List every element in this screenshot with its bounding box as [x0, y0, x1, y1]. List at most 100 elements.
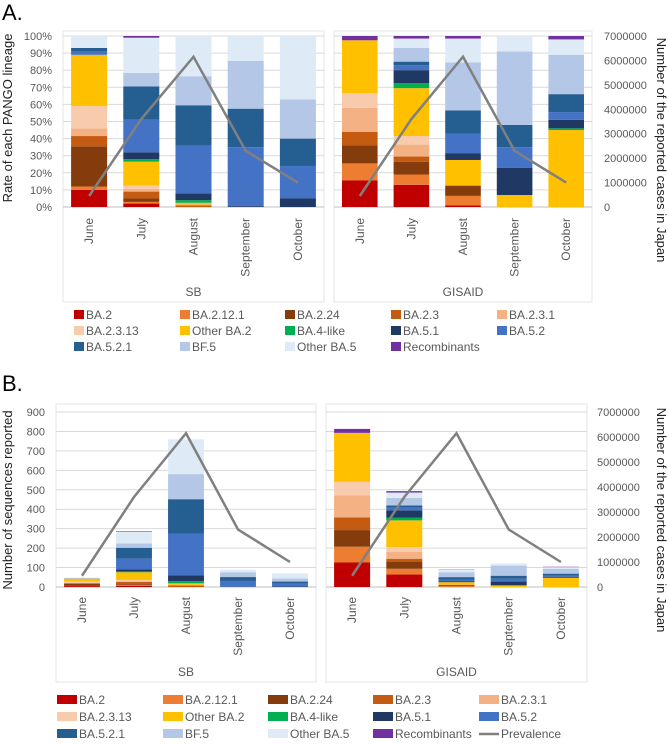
bar-segment-ba-5-2	[548, 112, 585, 120]
bar-segment-ba-5-2-1	[438, 577, 475, 580]
y2-tick-label: 3000000	[604, 129, 647, 141]
group-label: SB	[185, 285, 201, 299]
bar-segment-other-ba-2	[542, 577, 579, 587]
bar-segment-ba-5-2	[393, 65, 430, 71]
bar-segment-other-ba-2	[386, 520, 423, 548]
bar-segment-other-ba-5	[64, 577, 100, 579]
plot-frame	[333, 30, 593, 303]
bar-segment-other-ba-5	[548, 39, 585, 55]
bar-segment-ba-2-3-1	[71, 128, 108, 137]
bar-segment-ba-5-2	[220, 580, 256, 587]
legend-swatch-other-ba-2	[163, 712, 183, 721]
bar-segment-ba-5-1	[386, 510, 423, 518]
bar-segment-ba-2	[341, 180, 378, 207]
legend-swatch-ba-4-like	[268, 712, 288, 721]
legend-label-ba-2-3-1: BA.2.3.1	[501, 693, 547, 707]
legend-label-ba-2-3: BA.2.3	[395, 693, 431, 707]
legend-swatch-ba-2-24	[268, 695, 288, 704]
bar-segment-bf-5	[279, 99, 316, 139]
legend-label-ba-2-24: BA.2.24	[290, 693, 333, 707]
bar-segment-ba-5-2	[116, 558, 152, 570]
bar-segment-other-ba-5	[227, 36, 264, 61]
bar-segment-ba-2-12-1	[438, 585, 475, 587]
bar-segment-ba-4-like	[123, 159, 160, 162]
y2-tick-label: 0	[597, 582, 603, 594]
legend-label-ba-2-3-13: BA.2.3.13	[79, 710, 132, 724]
month-label: October	[291, 218, 305, 261]
bar-segment-ba-5-2	[71, 51, 108, 55]
bar-segment-bf-5	[168, 474, 204, 500]
y2-tick-label: 6000000	[604, 55, 647, 67]
legend-swatch-ba-2-12-1	[163, 695, 183, 704]
legend-swatch-ba-2-3	[373, 695, 393, 704]
y2-tick-label: 5000000	[604, 80, 647, 92]
month-label: October	[554, 597, 568, 640]
bar-segment-recombinants	[445, 36, 481, 39]
bar-segment-ba-2-12-1	[386, 568, 423, 575]
month-label: July	[127, 597, 141, 618]
y-tick-label: 30%	[30, 151, 52, 163]
y2-tick-label: 4000000	[597, 482, 640, 494]
bar-segment-ba-5-2	[445, 133, 481, 154]
bar-segment-ba-5-2-1	[220, 577, 256, 581]
plot-frame	[325, 403, 588, 683]
y-tick-label: 400	[27, 504, 45, 516]
bar-segment-other-ba-2	[123, 161, 160, 186]
y-tick-label: 50%	[30, 117, 52, 129]
bar-segment-other-ba-5	[393, 38, 430, 48]
y-axis-title: Number of sequences reported	[0, 410, 15, 589]
y2-tick-label: 0	[604, 202, 610, 214]
bar-segment-ba-2	[445, 205, 481, 207]
bar-segment-ba-2-12-1	[393, 174, 430, 185]
month-label: June	[75, 597, 89, 623]
legend-swatch-ba-2-24	[285, 310, 295, 319]
legend-swatch-bf-5	[180, 342, 190, 351]
bar-segment-other-ba-5	[220, 569, 256, 573]
bar-segment-other-ba-5	[71, 36, 108, 48]
bar-segment-ba-5-1	[168, 575, 204, 582]
bar-segment-ba-4-like	[548, 128, 585, 131]
bar-segment-bf-5	[542, 569, 579, 574]
bar-segment-ba-2-12-1	[71, 186, 108, 190]
bar-segment-ba-5-1	[496, 167, 533, 196]
bar-segment-ba-2-3-13	[123, 185, 160, 190]
bar-segment-ba-2-3-13	[386, 547, 423, 553]
bar-segment-ba-2-24	[334, 530, 371, 547]
bar-segment-ba-2-3-1	[341, 107, 378, 132]
bar-segment-other-ba-2	[496, 195, 533, 207]
y-tick-label: 10%	[30, 185, 52, 197]
bar-segment-ba-5-2-1	[175, 105, 212, 146]
bar-segment-ba-5-2	[386, 507, 423, 511]
bar-segment-ba-2	[123, 203, 160, 207]
y-tick-label: 70%	[30, 82, 52, 94]
y-tick-label: 800	[27, 426, 45, 438]
bar-segment-ba-2-24	[393, 161, 430, 175]
legend-label-ba-5-2: BA.5.2	[501, 710, 537, 724]
bar-segment-ba-2-24	[71, 146, 108, 187]
bar-segment-other-ba-2	[490, 585, 527, 587]
bar-segment-ba-5-2-1	[168, 499, 204, 534]
bar-segment-ba-5-2	[168, 533, 204, 576]
bar-segment-ba-5-2	[227, 147, 264, 207]
legend-swatch-ba-2-3	[391, 310, 401, 319]
month-label: July	[134, 218, 148, 239]
bar-segment-other-ba-2	[341, 40, 378, 94]
bar-segment-ba-2-3	[175, 205, 212, 207]
legend-label-recombinants: Recombinants	[403, 340, 480, 354]
bar-segment-ba-2-3	[393, 156, 430, 162]
bar-segment-ba-2-12-1	[341, 163, 378, 181]
bar-segment-ba-5-1	[490, 581, 527, 586]
group-label: GISAID	[443, 285, 484, 299]
bar-segment-ba-2-3-1	[334, 495, 371, 518]
y2-tick-label: 7000000	[604, 31, 647, 43]
bar-segment-ba-5-2-1	[279, 138, 316, 166]
month-label: September	[508, 218, 522, 277]
bar-segment-recombinants	[123, 36, 160, 38]
legend-swatch-ba-2-3-13	[57, 712, 77, 721]
month-label: September	[231, 597, 245, 656]
bar-segment-ba-5-2	[496, 147, 533, 168]
legend-label-bf-5: BF.5	[185, 727, 209, 741]
bar-segment-ba-2	[393, 184, 430, 207]
bar-segment-ba-2-3-13	[393, 136, 430, 145]
